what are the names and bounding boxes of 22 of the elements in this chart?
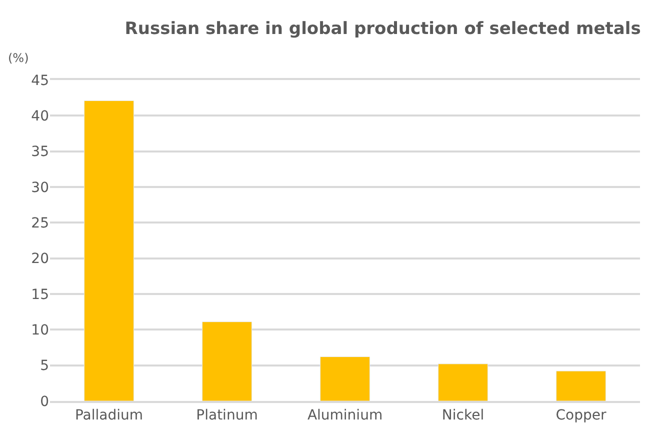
y-tick-label: 30 [31,180,49,196]
y-tick-label: 45 [31,72,49,89]
x-tick-label: Aluminium [307,408,383,424]
y-tick-label: 5 [40,358,49,374]
bar [320,356,370,401]
bar [202,322,252,401]
y-tick-label: 0 [40,394,49,410]
x-tick-label: Copper [556,408,606,424]
y-tick-label: 10 [31,322,49,339]
bar [438,364,488,401]
bar [556,370,606,401]
y-tick-label: 25 [31,216,49,232]
bar [84,100,134,401]
y-tick-label: 15 [31,286,49,303]
y-axis-title: (%) [8,51,29,65]
chart-title: Russian share in global production of selected metals [124,18,641,39]
y-tick-label: 20 [31,251,49,268]
x-tick-label: Palladium [74,408,144,424]
y-tick-label: 40 [31,108,49,125]
y-tick-label: 35 [31,144,49,160]
x-tick-label: Platinum [196,408,258,424]
x-tick-label: Nickel [442,408,484,424]
